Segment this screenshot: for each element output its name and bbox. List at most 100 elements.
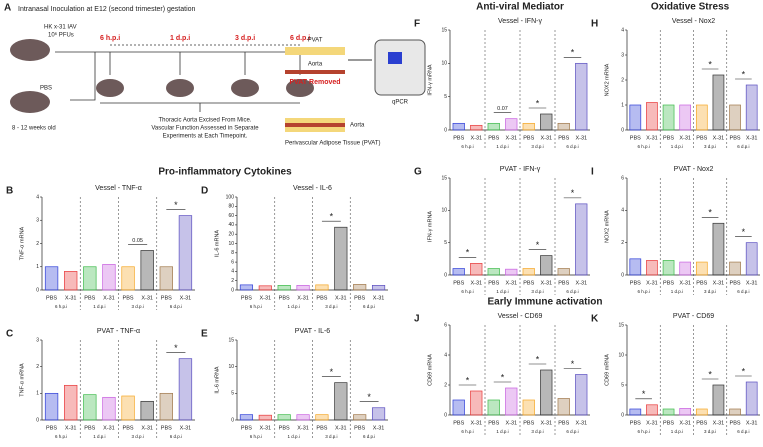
- bar: [83, 394, 97, 421]
- y-tick-label: 40: [228, 222, 234, 228]
- bar: [334, 382, 348, 421]
- significance-label: *: [571, 48, 575, 58]
- y-tick-label: 3: [36, 218, 39, 224]
- group-label: 1 d.p.i: [496, 289, 508, 294]
- y-tick-label: 80: [228, 204, 234, 210]
- control: PBS: [40, 86, 52, 92]
- group-label: 6 h.p.i: [637, 429, 649, 434]
- timepoint: 1 d.p.i: [170, 35, 190, 42]
- bar: [44, 392, 59, 421]
- bar: [452, 268, 465, 276]
- group-label: 3 d.p.i: [325, 304, 337, 309]
- group-label: 6 d.p.i: [170, 304, 182, 309]
- significance-label: *: [330, 367, 334, 377]
- y-axis-label: TNF-α mRNA: [19, 226, 25, 260]
- mouse: [286, 79, 314, 97]
- x-tick-label: X-31: [646, 280, 658, 286]
- group-label: 6 d.p.i: [363, 304, 375, 309]
- bar: [487, 399, 500, 416]
- x-tick-label: X-31: [297, 425, 309, 431]
- bar: [452, 122, 465, 131]
- bar: [121, 395, 135, 421]
- bar: [662, 408, 675, 416]
- bar: [540, 255, 553, 276]
- group-label: 6 h.p.i: [637, 289, 649, 294]
- x-tick-label: X-31: [575, 135, 587, 141]
- x-tick-label: X-31: [65, 295, 77, 301]
- x-tick-label: X-31: [505, 420, 517, 426]
- y-tick-label: 2: [36, 364, 39, 370]
- x-tick-label: PBS: [488, 135, 499, 141]
- y-tick-label: 2: [621, 77, 624, 83]
- y-tick-label: 5: [444, 240, 447, 246]
- y-tick-label: 0: [621, 272, 624, 278]
- x-tick-label: PBS: [663, 420, 674, 426]
- method: Vascular Function Assessed in Separate: [151, 126, 259, 132]
- virus: HK x-31 IAV: [44, 25, 77, 31]
- bar: [695, 261, 708, 276]
- panel-letter: G: [414, 167, 422, 178]
- y-tick-label: 0: [231, 287, 234, 293]
- bar: [646, 102, 658, 131]
- qpcr-screen: [388, 52, 402, 64]
- timeline: [55, 51, 301, 101]
- significance-label: *: [174, 343, 178, 353]
- panel-letter: D: [201, 186, 208, 197]
- y-tick-label: 0: [444, 412, 447, 418]
- group-label: 6 h.p.i: [461, 144, 473, 149]
- x-tick-label: X-31: [679, 420, 691, 426]
- group-label: 1 d.p.i: [93, 434, 105, 439]
- chart-title: PVAT - IL-6: [295, 328, 331, 335]
- bar: [729, 104, 741, 131]
- x-tick-label: PBS: [123, 295, 134, 301]
- bar: [646, 260, 658, 276]
- panel-letter: E: [201, 329, 208, 340]
- chart-title: Vessel - CD69: [498, 313, 543, 320]
- x-tick-label: PBS: [696, 280, 707, 286]
- significance-label: *: [571, 188, 575, 198]
- significance-label: *: [642, 389, 646, 399]
- mouse: [10, 91, 50, 113]
- section-header: Anti-viral Mediator: [476, 2, 564, 13]
- pvat-label: Perivascular Adipose Tissue (PVAT): [285, 141, 380, 147]
- x-tick-label: PBS: [630, 135, 641, 141]
- dose: 10⁶ PFUs: [48, 32, 74, 39]
- y-axis-label: IL-6 mRNA: [214, 366, 220, 394]
- x-tick-label: X-31: [713, 280, 725, 286]
- y-tick-label: 10: [441, 61, 447, 67]
- bar: [695, 104, 708, 131]
- x-tick-label: X-31: [470, 135, 482, 141]
- chart-title: PVAT - IFN-γ: [500, 166, 541, 173]
- x-tick-label: PBS: [558, 280, 569, 286]
- qpcr-device: [374, 39, 426, 96]
- bar: [729, 261, 741, 276]
- x-tick-label: PBS: [663, 280, 674, 286]
- x-tick-label: X-31: [373, 295, 385, 301]
- connector: [100, 102, 300, 112]
- bar: [629, 408, 642, 416]
- x-tick-label: X-31: [141, 295, 153, 301]
- y-tick-label: 6: [231, 259, 234, 265]
- x-tick-label: PBS: [453, 135, 464, 141]
- bar: [745, 242, 758, 276]
- x-tick-label: X-31: [335, 295, 347, 301]
- section-header: Early Immune activation: [487, 297, 602, 308]
- bar: [745, 381, 758, 416]
- group-label: 6 h.p.i: [461, 429, 473, 434]
- bar: [353, 284, 367, 291]
- group-label: 3 d.p.i: [704, 144, 716, 149]
- bar: [64, 271, 78, 291]
- y-tick-label: 2: [231, 278, 234, 284]
- bar: [712, 222, 725, 276]
- panel-letter: K: [591, 314, 599, 325]
- bar: [140, 400, 154, 421]
- panel-a: A Intranasal Inoculation at E12 (second …: [4, 3, 426, 147]
- x-tick-label: X-31: [335, 425, 347, 431]
- x-tick-label: X-31: [713, 135, 725, 141]
- y-tick-label: 10: [228, 364, 234, 370]
- y-tick-label: 1: [621, 102, 624, 108]
- group-label: 3 d.p.i: [704, 429, 716, 434]
- bar: [470, 390, 483, 416]
- x-tick-label: PBS: [46, 295, 57, 301]
- x-tick-label: X-31: [540, 135, 552, 141]
